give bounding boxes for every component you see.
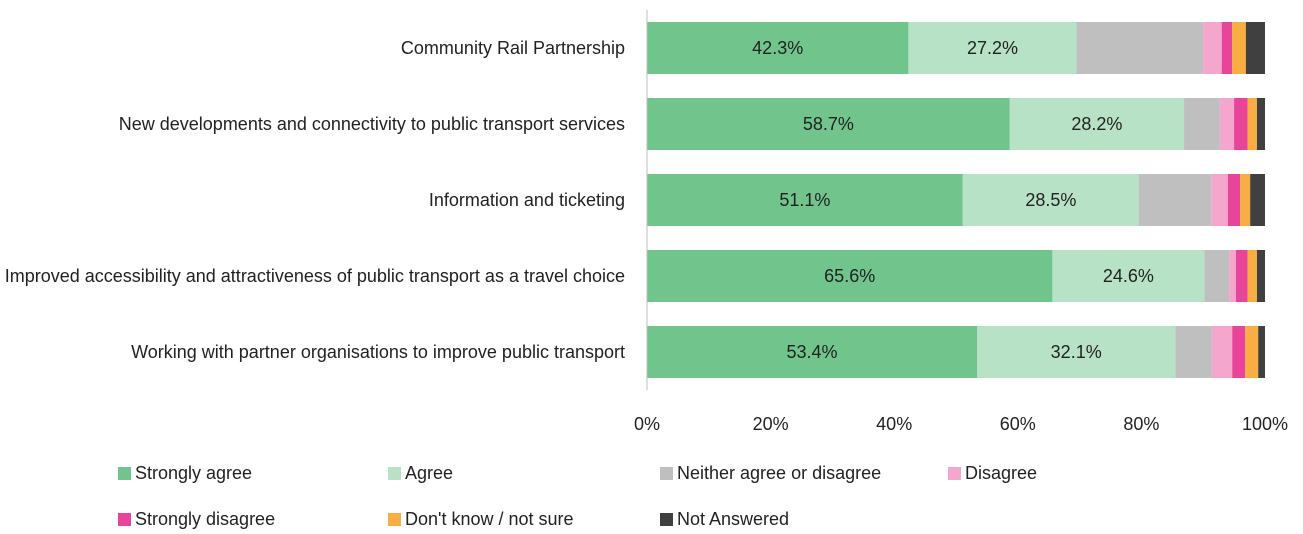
x-tick-label: 0% [634, 414, 660, 434]
legend-label: Strongly disagree [135, 509, 276, 529]
legend-label: Strongly agree [135, 463, 253, 483]
data-label: 28.5% [1025, 190, 1076, 210]
data-label: 65.6% [824, 266, 875, 286]
legend-label: Neither agree or disagree [677, 463, 882, 483]
legend-swatch [660, 467, 673, 480]
bar-segment [1229, 250, 1236, 302]
legend-item: Disagree [948, 463, 1037, 484]
data-label: 28.2% [1071, 114, 1122, 134]
bar-segment [962, 174, 1139, 226]
bar-segment [1247, 250, 1257, 302]
bar-segment [1204, 250, 1230, 302]
bar-segment [1221, 22, 1233, 74]
legend-label: Not Answered [677, 509, 790, 529]
category-label-box: Information and ticketing [0, 172, 625, 228]
category-label: Community Rail Partnership [400, 37, 625, 58]
bar-segment [1234, 98, 1248, 150]
bar-segment [1232, 326, 1246, 378]
legend-item: Agree [388, 463, 453, 484]
legend-swatch [388, 513, 401, 526]
bar-segment [647, 174, 963, 226]
data-label: 53.4% [786, 342, 837, 362]
bar-segment [1211, 174, 1228, 226]
legend-swatch [948, 467, 961, 480]
bar-segment [1138, 174, 1212, 226]
bar-segment [1232, 22, 1246, 74]
x-tick-label: 40% [876, 414, 912, 434]
bar-segment [1184, 98, 1220, 150]
bar-segment [1203, 22, 1222, 74]
bar-segment [1211, 326, 1233, 378]
category-label: Improved accessibility and attractivenes… [4, 265, 625, 286]
legend-label: Don't know / not sure [405, 509, 574, 529]
bar-segment [1256, 98, 1265, 150]
bar-segment [1235, 250, 1248, 302]
category-label-box: Working with partner organisations to im… [0, 324, 625, 380]
legend-item: Strongly agree [118, 463, 252, 484]
category-label-box: Community Rail Partnership [0, 20, 625, 76]
x-tick-label: 100% [1242, 414, 1288, 434]
bar-segment [1256, 250, 1265, 302]
legend-item: Don't know / not sure [388, 509, 574, 530]
category-label: Working with partner organisations to im… [131, 341, 625, 362]
legend-item: Neither agree or disagree [660, 463, 881, 484]
bar-segment [1258, 326, 1265, 378]
bar-segment [1076, 22, 1204, 74]
bar-segment [1227, 174, 1241, 226]
bar-segment [1009, 98, 1185, 150]
legend-swatch [388, 467, 401, 480]
bar-segment [647, 326, 978, 378]
data-label: 51.1% [779, 190, 830, 210]
data-label: 32.1% [1051, 342, 1102, 362]
legend-label: Disagree [965, 463, 1038, 483]
legend-label: Agree [405, 463, 454, 483]
bar-segment [1240, 174, 1251, 226]
legend-swatch [118, 467, 131, 480]
bar-segment [1245, 22, 1265, 74]
x-tick-label: 20% [753, 414, 789, 434]
bar-segment [1250, 174, 1265, 226]
bar-segment [1175, 326, 1212, 378]
bar-segment [908, 22, 1077, 74]
bar-segment [647, 22, 909, 74]
category-label-box: New developments and connectivity to pub… [0, 96, 625, 152]
bar-segment [1247, 98, 1257, 150]
data-label: 27.2% [967, 38, 1018, 58]
bar-segment [647, 250, 1053, 302]
legend-item: Not Answered [660, 509, 789, 530]
data-label: 58.7% [803, 114, 854, 134]
bar-segment [1245, 326, 1259, 378]
x-tick-label: 80% [1123, 414, 1159, 434]
data-label: 42.3% [752, 38, 803, 58]
category-label: New developments and connectivity to pub… [118, 113, 625, 134]
legend-swatch [118, 513, 131, 526]
category-label: Information and ticketing [428, 189, 625, 210]
bar-segment [977, 326, 1176, 378]
data-label: 24.6% [1103, 266, 1154, 286]
bar-segment [1219, 98, 1235, 150]
bar-segment [647, 98, 1010, 150]
legend-swatch [660, 513, 673, 526]
category-label-box: Improved accessibility and attractivenes… [0, 248, 625, 304]
legend-item: Strongly disagree [118, 509, 275, 530]
bar-segment [1052, 250, 1205, 302]
x-tick-label: 60% [1000, 414, 1036, 434]
